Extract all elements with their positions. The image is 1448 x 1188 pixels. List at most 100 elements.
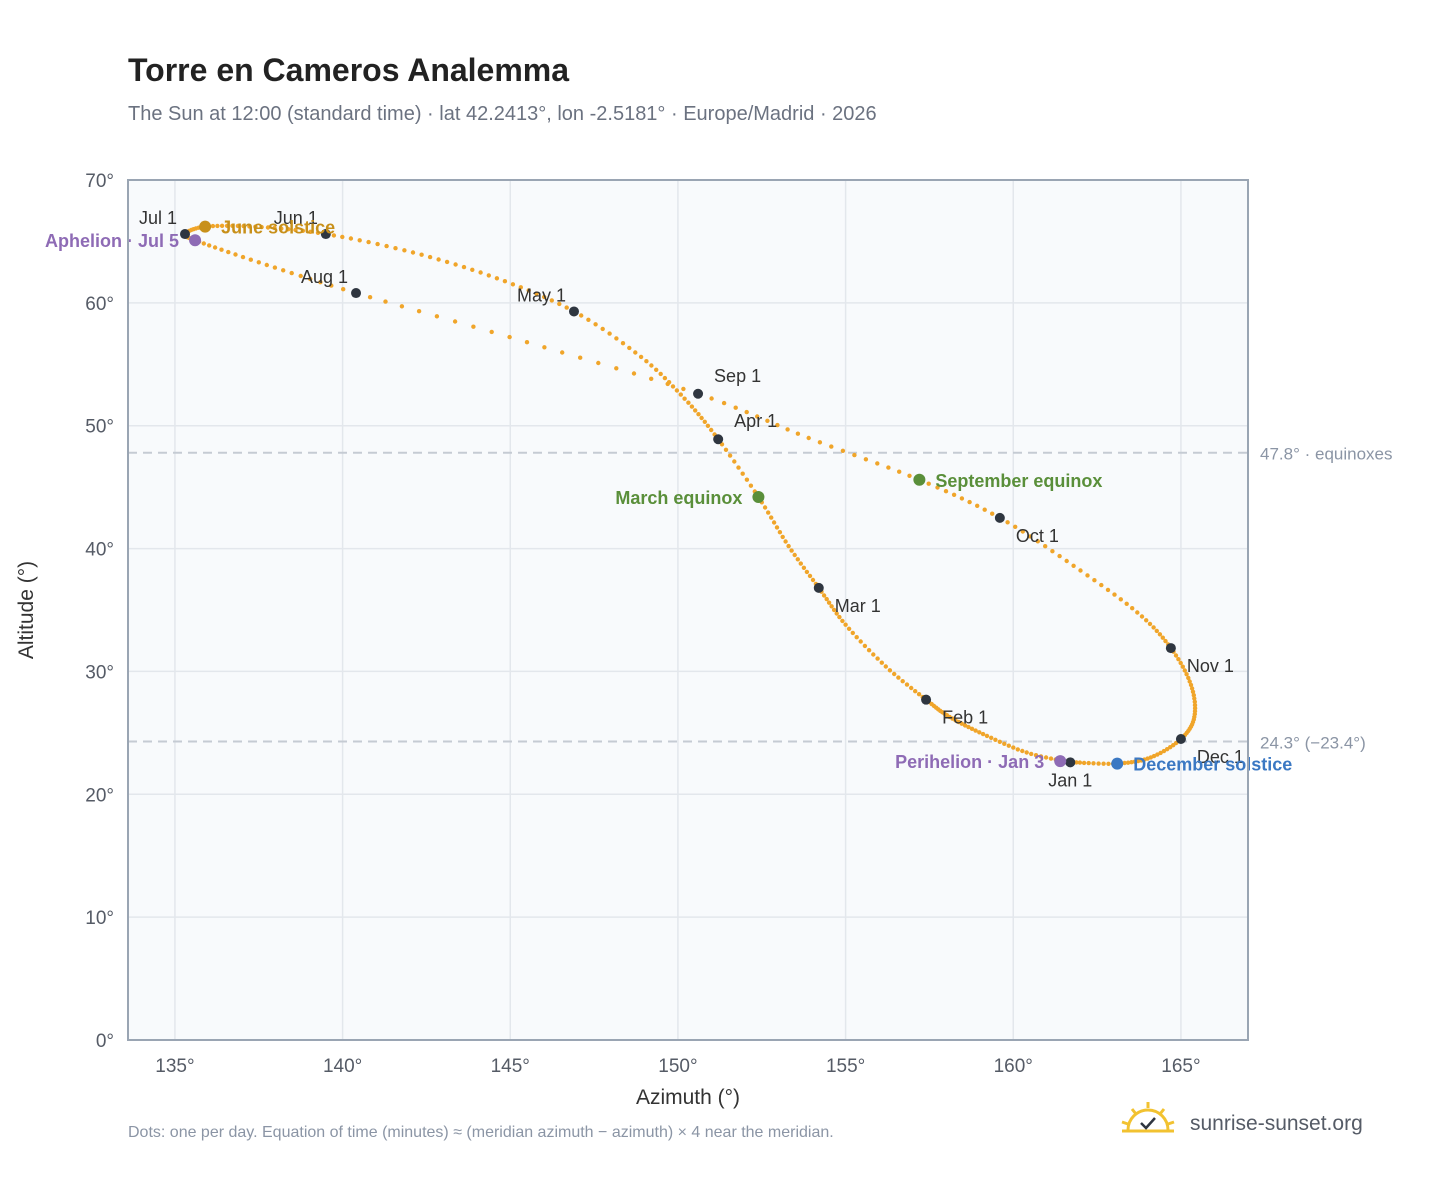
chart-title: Torre en Cameros Analemma	[128, 52, 570, 88]
month-marker-label: Nov 1	[1187, 656, 1234, 676]
daily-dot	[1050, 549, 1055, 554]
event-label: March equinox	[615, 488, 742, 508]
daily-dot	[367, 295, 373, 300]
daily-dot	[452, 319, 458, 324]
daily-dot	[526, 288, 531, 293]
daily-dot	[689, 404, 695, 409]
event-label: Perihelion · Jan 3	[895, 752, 1044, 772]
daily-dot	[557, 301, 562, 307]
daily-dot	[854, 635, 859, 640]
daily-dot	[579, 313, 584, 318]
daily-dot	[810, 577, 816, 583]
daily-dot	[248, 257, 253, 262]
daily-dot	[293, 227, 298, 233]
daily-dot	[586, 317, 591, 322]
daily-dot	[771, 520, 777, 525]
daily-dot	[804, 569, 810, 575]
daily-dot	[1190, 689, 1196, 694]
daily-dot	[682, 396, 687, 401]
daily-dot	[1033, 753, 1039, 758]
analemma-curve	[181, 223, 1198, 766]
daily-dot	[1071, 563, 1076, 568]
daily-dot	[1024, 750, 1029, 755]
daily-dot	[795, 431, 801, 436]
daily-dot	[416, 309, 422, 314]
daily-dot	[852, 452, 857, 458]
daily-dot	[658, 371, 663, 377]
daily-dot	[375, 241, 380, 247]
brand[interactable]: sunrise-sunset.org	[1120, 1100, 1420, 1150]
daily-dot	[780, 534, 785, 540]
daily-dot	[775, 422, 780, 428]
daily-dot	[829, 604, 834, 609]
x-tick-label: 135°	[155, 1056, 194, 1077]
daily-dot	[357, 238, 362, 243]
daily-dot	[399, 304, 405, 309]
month-marker	[351, 288, 362, 299]
daily-dot	[1086, 760, 1091, 766]
daily-dot	[631, 371, 637, 376]
daily-dot	[1124, 601, 1129, 606]
x-tick-label: 150°	[658, 1056, 697, 1077]
daily-dot	[1189, 686, 1195, 691]
daily-dot	[1101, 761, 1106, 766]
daily-dot	[674, 388, 680, 393]
y-axis-label: Altitude (°)	[15, 561, 38, 659]
daily-dot	[863, 457, 869, 462]
daily-dot	[253, 224, 258, 229]
daily-dot	[744, 409, 749, 415]
daily-dot	[331, 233, 337, 238]
daily-dot	[494, 276, 500, 281]
daily-dot	[614, 366, 619, 371]
daily-dot	[1043, 755, 1049, 760]
daily-dot	[875, 656, 880, 661]
daily-dot	[774, 525, 780, 530]
daily-dot	[383, 299, 388, 304]
daily-dot	[926, 481, 931, 486]
daily-dot	[1158, 750, 1163, 756]
month-marker	[568, 306, 579, 317]
daily-dot	[402, 248, 407, 253]
daily-dot	[982, 507, 987, 512]
daily-dot	[966, 724, 971, 730]
daily-dot	[973, 728, 978, 733]
daily-dot	[1005, 520, 1010, 525]
daily-dot	[1043, 544, 1048, 549]
daily-dot	[702, 419, 707, 424]
daily-dot	[434, 314, 440, 319]
daily-dot	[993, 737, 998, 742]
daily-dot	[507, 334, 512, 340]
daily-dot	[427, 254, 433, 260]
daily-dot	[866, 648, 872, 653]
daily-dot	[471, 324, 476, 329]
daily-dot	[1118, 597, 1124, 602]
daily-dot	[727, 453, 733, 458]
daily-dot	[607, 331, 612, 336]
month-marker-label: Sep 1	[714, 366, 761, 386]
daily-dot	[977, 730, 982, 735]
daily-dot	[871, 652, 876, 657]
daily-dot	[308, 229, 313, 234]
daily-dot	[1182, 668, 1188, 673]
daily-dot	[644, 359, 649, 364]
daily-dot	[308, 276, 313, 282]
daily-dot	[226, 249, 231, 255]
y-tick-label: 20°	[85, 785, 114, 806]
y-tick-label: 40°	[85, 540, 114, 561]
daily-dot	[1112, 592, 1117, 597]
event-markers: June solstice Aphelion · Jul 5 March equin…	[45, 218, 1292, 775]
daily-dot	[821, 593, 827, 598]
daily-dot	[807, 573, 813, 579]
daily-dot	[436, 257, 441, 262]
daily-dot	[665, 381, 670, 387]
daily-dot	[1106, 761, 1111, 766]
daily-dot	[549, 298, 554, 303]
month-markers: Jan 1 Feb 1 Mar 1 Apr 1 May 1 Jun 1 Jul 1 Aug 1…	[139, 208, 1244, 790]
daily-dot	[1135, 758, 1141, 764]
daily-dot	[801, 565, 807, 570]
daily-dot	[892, 671, 897, 677]
daily-dot	[298, 273, 303, 279]
daily-dot	[826, 600, 832, 605]
daily-dot	[341, 287, 346, 292]
daily-dot	[834, 611, 839, 616]
